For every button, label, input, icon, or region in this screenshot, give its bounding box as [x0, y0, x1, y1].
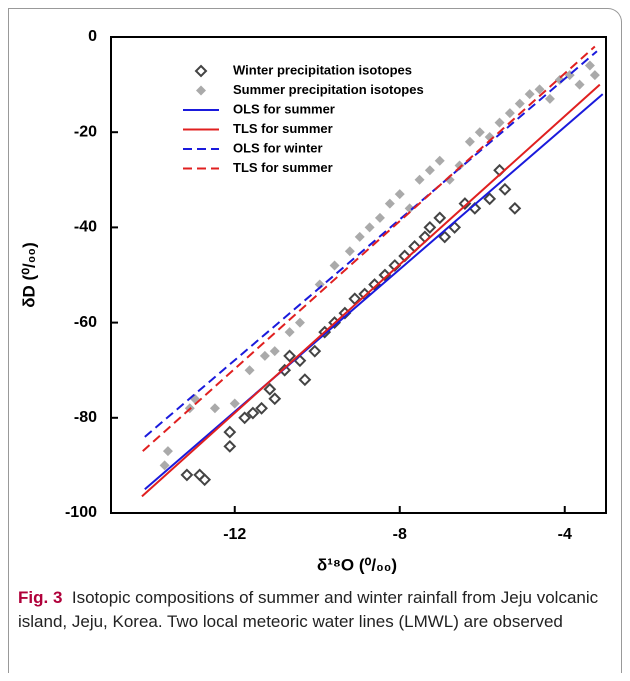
regression-line — [144, 93, 604, 490]
data-point — [354, 231, 365, 242]
data-point — [269, 346, 280, 357]
data-point — [268, 392, 282, 406]
data-point — [433, 211, 447, 225]
legend-label: Summer precipitation isotopes — [233, 82, 424, 97]
data-point — [255, 401, 268, 415]
data-point — [374, 212, 385, 223]
data-point — [504, 108, 515, 119]
data-point — [589, 70, 600, 81]
data-point — [244, 365, 255, 376]
caption: Fig. 3 Isotopic compositions of summer a… — [18, 586, 618, 634]
data-point — [278, 363, 292, 377]
data-point — [308, 344, 322, 358]
figure-frame — [8, 8, 622, 673]
data-point — [524, 89, 535, 100]
x-tick-label: -12 — [223, 526, 246, 543]
legend-marker — [194, 64, 208, 78]
data-point — [554, 74, 565, 85]
data-point — [498, 182, 512, 196]
y-tick-label: -20 — [74, 123, 97, 140]
data-point — [514, 98, 525, 109]
regression-line — [144, 50, 598, 438]
legend-label: OLS for winter — [233, 140, 323, 155]
legend-label: TLS for summer — [233, 121, 333, 136]
data-point — [388, 259, 402, 272]
legend-label: Winter precipitation isotopes — [233, 62, 412, 77]
x-tick-label: -4 — [558, 526, 572, 543]
data-point — [423, 220, 437, 234]
data-point — [544, 93, 555, 104]
y-tick-label: -60 — [74, 314, 97, 331]
data-point — [180, 468, 194, 482]
y-tick-label: -100 — [65, 504, 97, 521]
data-point — [263, 382, 277, 396]
legend-marker — [196, 85, 206, 96]
data-point — [284, 327, 295, 338]
y-axis-label: δD (⁰/₀₀) — [19, 242, 38, 308]
data-point — [438, 230, 452, 244]
data-point — [384, 198, 395, 209]
data-point — [464, 136, 475, 147]
regression-line — [141, 83, 601, 498]
data-point — [223, 439, 237, 453]
data-point — [454, 160, 465, 171]
data-point — [238, 411, 252, 425]
data-point — [474, 127, 485, 138]
data-point — [394, 189, 405, 200]
x-axis-label: δ¹⁸O (⁰/₀₀) — [317, 555, 397, 574]
data-point — [246, 406, 260, 420]
x-tick-label: -8 — [393, 526, 407, 543]
data-point — [378, 268, 392, 282]
data-point — [159, 460, 170, 471]
data-point — [483, 192, 497, 206]
y-tick-label: 0 — [88, 28, 97, 45]
data-point — [298, 373, 312, 387]
data-point — [329, 260, 340, 271]
regression-line — [142, 45, 596, 452]
legend-label: TLS for summer — [233, 160, 333, 175]
data-point — [414, 174, 425, 185]
chart: δD (⁰/₀₀) δ¹⁸O (⁰/₀₀) -100 -80 -60 -40 -20 0 -… — [19, 28, 607, 574]
data-point — [229, 398, 240, 409]
data-point — [494, 117, 505, 128]
data-point — [534, 84, 545, 95]
plot-frame — [110, 36, 607, 514]
legend-label: OLS for summer — [233, 101, 335, 116]
caption-text: Isotopic compositions of summer and wint… — [18, 588, 599, 631]
data-point — [344, 246, 355, 257]
data-point — [508, 201, 522, 215]
data-point — [434, 155, 445, 166]
caption-label: Fig. 3 — [18, 588, 63, 607]
data-point — [444, 174, 455, 185]
data-point — [283, 349, 297, 363]
data-point — [209, 403, 220, 414]
data-point — [404, 203, 415, 214]
y-tick-label: -40 — [74, 219, 97, 236]
data-point — [294, 317, 305, 328]
data-point — [574, 79, 585, 90]
data-point — [314, 279, 325, 290]
data-point — [223, 425, 237, 439]
data-point — [259, 350, 270, 361]
y-tick-label: -80 — [74, 409, 97, 426]
data-point — [364, 222, 375, 233]
data-point — [424, 165, 435, 176]
data-point — [584, 60, 595, 71]
data-point — [162, 446, 173, 457]
data-point — [198, 473, 212, 487]
data-point — [418, 230, 432, 244]
